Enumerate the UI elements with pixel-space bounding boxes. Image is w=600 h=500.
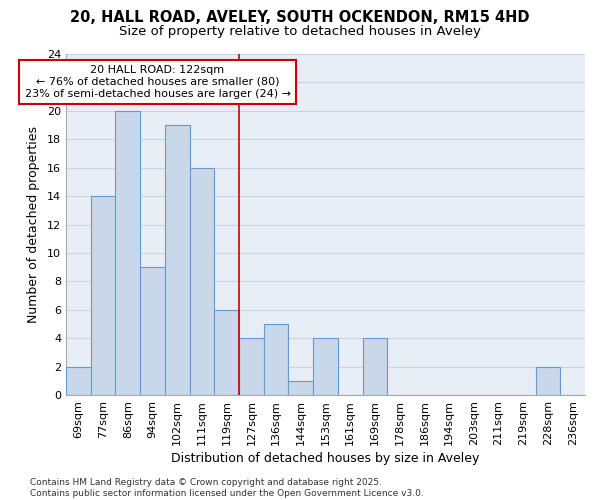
X-axis label: Distribution of detached houses by size in Aveley: Distribution of detached houses by size … bbox=[172, 452, 480, 465]
Bar bbox=[289, 381, 313, 395]
Text: 20 HALL ROAD: 122sqm
← 76% of detached houses are smaller (80)
23% of semi-detac: 20 HALL ROAD: 122sqm ← 76% of detached h… bbox=[25, 66, 290, 98]
Bar bbox=[313, 338, 338, 395]
Bar bbox=[190, 168, 214, 395]
Text: Size of property relative to detached houses in Aveley: Size of property relative to detached ho… bbox=[119, 25, 481, 38]
Bar bbox=[66, 366, 91, 395]
Y-axis label: Number of detached properties: Number of detached properties bbox=[27, 126, 40, 323]
Text: 20, HALL ROAD, AVELEY, SOUTH OCKENDON, RM15 4HD: 20, HALL ROAD, AVELEY, SOUTH OCKENDON, R… bbox=[70, 10, 530, 25]
Bar bbox=[264, 324, 289, 395]
Bar bbox=[91, 196, 115, 395]
Bar bbox=[362, 338, 388, 395]
Bar bbox=[239, 338, 264, 395]
Bar bbox=[165, 125, 190, 395]
Bar bbox=[214, 310, 239, 395]
Bar bbox=[536, 366, 560, 395]
Bar bbox=[115, 111, 140, 395]
Bar bbox=[140, 267, 165, 395]
Text: Contains HM Land Registry data © Crown copyright and database right 2025.
Contai: Contains HM Land Registry data © Crown c… bbox=[30, 478, 424, 498]
